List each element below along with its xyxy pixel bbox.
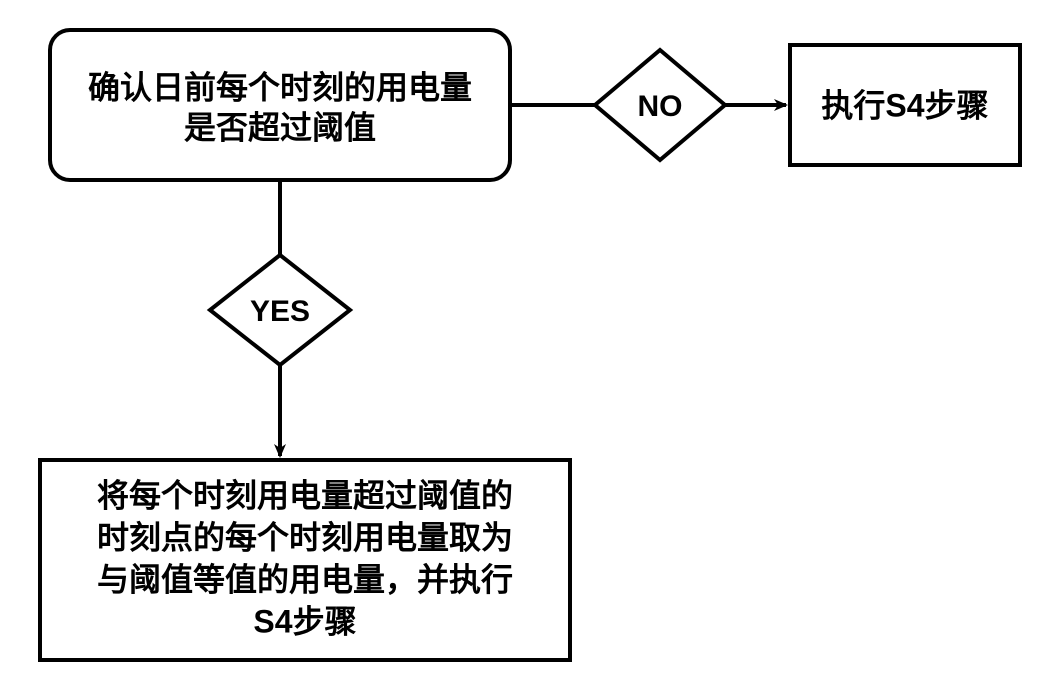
node-exec-s4-text: 执行S4步骤	[821, 87, 988, 123]
yes-diamond-label: YES	[250, 295, 310, 328]
node-confirm-threshold-text-1: 确认日前每个时刻的用电量	[88, 69, 472, 105]
no-diamond-label: NO	[638, 90, 683, 123]
node-clamp-text-2: 时刻点的每个时刻用电量取为	[97, 519, 513, 555]
node-clamp-text-3: 与阈值等值的用电量，并执行	[97, 561, 513, 597]
node-exec-s4: 执行S4步骤	[790, 45, 1020, 165]
node-clamp-threshold: 将每个时刻用电量超过阈值的 时刻点的每个时刻用电量取为 与阈值等值的用电量，并执…	[40, 460, 570, 660]
node-clamp-text-1: 将每个时刻用电量超过阈值的	[97, 477, 513, 513]
node-confirm-threshold-text-2: 是否超过阈值	[184, 109, 376, 145]
flowchart-canvas: 确认日前每个时刻的用电量 是否超过阈值 NO 执行S4步骤 YES 将每个时刻用…	[0, 0, 1064, 683]
node-yes-decision: YES	[210, 255, 350, 365]
node-clamp-text-4: S4步骤	[253, 603, 356, 639]
node-no-decision: NO	[595, 50, 725, 160]
node-confirm-threshold: 确认日前每个时刻的用电量 是否超过阈值	[50, 30, 510, 180]
